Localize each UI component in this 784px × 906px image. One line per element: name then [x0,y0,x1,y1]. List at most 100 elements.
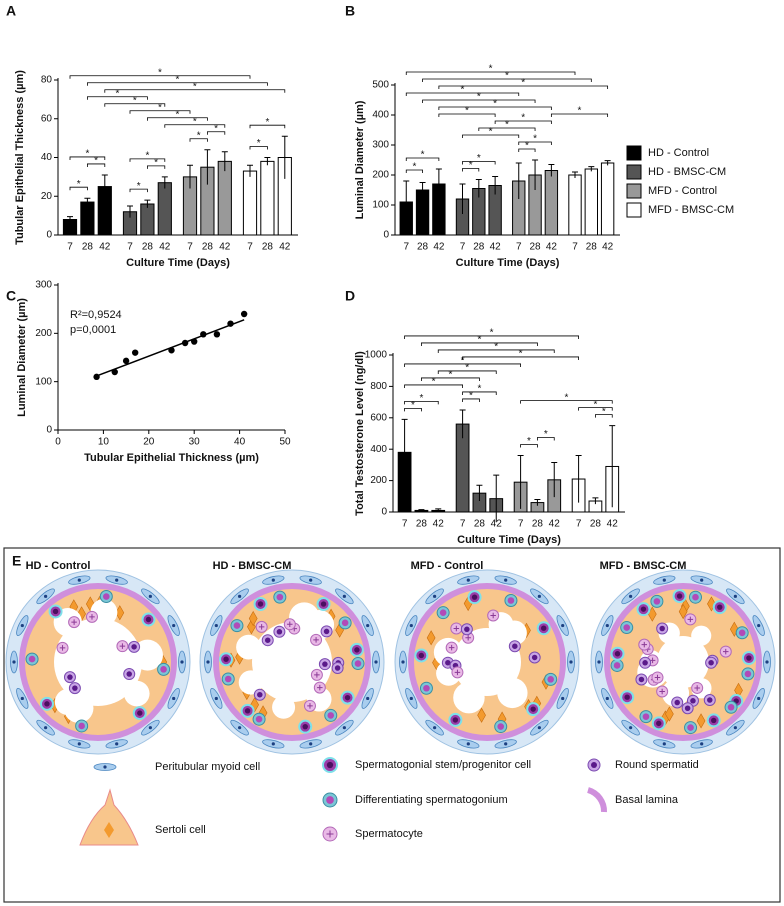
x-tick-label: 42 [491,519,503,530]
significance-label: * [197,130,201,141]
bar [584,168,598,236]
significance-label: * [477,92,481,103]
nucleus [418,652,425,659]
significance-bracket [478,127,536,131]
significance-bracket [69,186,88,191]
error-bar [281,135,288,179]
error-bar [517,454,524,509]
myoid-nucleus [433,726,437,730]
nucleus [684,705,691,712]
condition-title: MFD - BMSC-CM [600,560,687,572]
significance-bracket [520,444,538,448]
nucleus [72,685,78,691]
significance-bracket [129,158,166,162]
chromatin [307,703,313,709]
y-axis-title: Tubular Epithelial Thickness (µm) [14,70,26,245]
myoid-nucleus [662,742,666,746]
myoid-nucleus [214,623,218,628]
error-bar [476,484,483,502]
significance-label: * [533,134,537,145]
panel-letter: D [345,288,355,304]
myoid-nucleus [733,726,737,730]
myoid-nucleus [238,594,242,598]
significance-bracket [129,110,191,114]
error-bar [459,409,466,439]
nucleus [659,625,665,632]
nucleus [255,715,263,723]
significance-label: * [525,141,529,152]
chromatin [317,684,323,691]
legend-label: Basal lamina [615,794,679,806]
legend-label: Spermatocyte [355,828,423,840]
significance-bracket [462,134,520,138]
nucleus [322,661,328,667]
nucleus [354,647,360,653]
lumen-lobe [236,634,261,660]
nucleus [707,697,713,703]
nucleus [642,713,650,720]
chromatin [723,648,729,655]
significance-bracket [595,414,613,418]
panel-e-frame [3,547,781,903]
significance-label: * [411,400,415,411]
y-tick-label: 500 [372,80,389,91]
significance-label: * [519,349,523,360]
bar [157,182,172,236]
x-axis-title: Culture Time (Days) [126,257,230,269]
y-tick-label: 0 [46,230,52,241]
significance-bracket [87,163,106,167]
legend-label: Differentiating spermatogonium [355,794,508,806]
nucleus [452,717,459,723]
error-bar [532,159,539,190]
myoid-nucleus [148,594,152,598]
significance-label: * [154,158,158,169]
error-bar [418,509,425,512]
error-bar [575,454,582,503]
nucleus [727,703,735,711]
myoid-nucleus [569,660,573,664]
myoid-nucleus [537,594,541,598]
x-tick-label: 28 [473,242,485,253]
error-bar [101,174,108,199]
myoid-nucleus [148,726,152,730]
x-tick-label: 28 [142,242,154,253]
significance-label: * [137,181,141,192]
myoid-nucleus [605,623,609,628]
significance-label: * [490,328,494,339]
significance-label: * [489,127,493,138]
significance-bracket [578,407,613,411]
chromatin [659,688,665,695]
error-bar [161,176,168,189]
error-bar [475,179,482,198]
nucleus [674,699,680,706]
chromatin [654,674,661,681]
point [131,349,139,356]
significance-bracket [249,146,268,150]
chromatin [119,643,126,649]
nucleus [507,597,515,604]
significance-bracket [422,99,536,103]
point [240,310,248,318]
significance-bracket [69,156,106,160]
y-tick-label: 400 [372,110,389,121]
error-bar [492,176,499,195]
nucleus [44,701,50,707]
myoid-nucleus [409,623,413,628]
myoid-nucleus [733,594,737,598]
significance-bracket [462,168,480,172]
myoid-nucleus [180,660,184,664]
error-bar [264,157,271,166]
bar [260,160,275,236]
nucleus [224,675,232,683]
x-tick-label: 30 [189,437,201,448]
chromatin [465,634,471,641]
diagram-legend [79,757,607,846]
significance-bracket [405,169,423,173]
y-axis-title: Luminal Diameter (µm) [16,298,28,417]
x-tick-label: 42 [490,242,502,253]
x-tick-label: 42 [607,519,619,530]
significance-bracket [462,391,497,395]
nucleus [638,676,645,683]
nucleus [530,706,536,712]
